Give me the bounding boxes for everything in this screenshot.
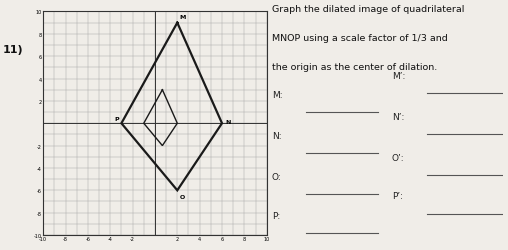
Text: MNOP using a scale factor of 1/3 and: MNOP using a scale factor of 1/3 and [272, 34, 448, 43]
Text: the origin as the center of dilation.: the origin as the center of dilation. [272, 62, 437, 72]
Text: O’:: O’: [392, 153, 404, 162]
Text: N’:: N’: [392, 112, 404, 122]
Text: M’:: M’: [392, 72, 405, 80]
Text: 11): 11) [3, 45, 23, 55]
Text: P: P [114, 116, 118, 121]
Text: P:: P: [272, 211, 280, 220]
Text: O:: O: [272, 172, 281, 182]
Text: M: M [179, 15, 185, 20]
Text: O: O [180, 194, 185, 200]
Text: P’:: P’: [392, 192, 403, 200]
Text: N: N [226, 120, 231, 124]
Text: M:: M: [272, 91, 282, 100]
Text: Graph the dilated image of quadrilateral: Graph the dilated image of quadrilateral [272, 5, 464, 14]
Text: N:: N: [272, 132, 281, 140]
